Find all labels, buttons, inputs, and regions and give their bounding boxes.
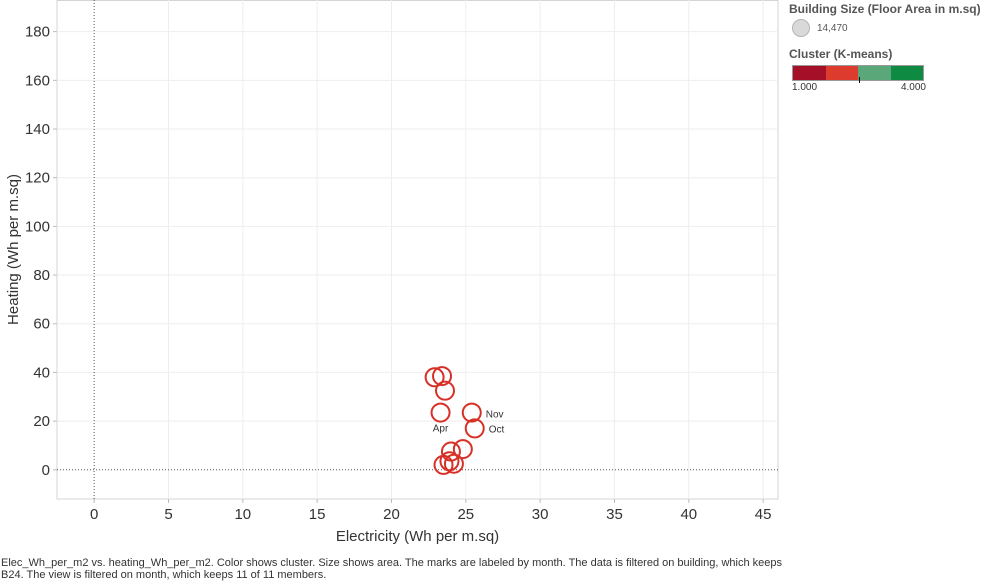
color-legend-title: Cluster (K-means)	[789, 47, 893, 61]
x-tick-label: 20	[383, 506, 400, 523]
x-tick-label: 40	[680, 506, 697, 523]
x-tick-label: 35	[606, 506, 623, 523]
plot-area	[56, 0, 779, 500]
x-tick-label: 5	[164, 506, 172, 523]
data-point[interactable]	[433, 454, 454, 475]
y-tick-label: 80	[33, 267, 50, 284]
x-tick-label: 15	[309, 506, 326, 523]
data-point[interactable]	[424, 367, 445, 388]
color-legend: Cluster (K-means) 1.000 4.000	[789, 47, 926, 93]
color-ramp-segment	[890, 66, 923, 80]
data-point[interactable]	[464, 418, 485, 439]
x-tick-label: 0	[90, 506, 98, 523]
y-tick-label: 160	[25, 72, 50, 89]
x-tick-label: 30	[532, 506, 549, 523]
x-axis-title: Electricity (Wh per m.sq)	[336, 528, 499, 545]
color-ramp-segment	[793, 66, 826, 80]
color-ramp-min-label: 1.000	[792, 82, 818, 93]
data-point[interactable]	[443, 453, 464, 474]
data-point[interactable]	[435, 380, 456, 401]
x-tick-label: 10	[234, 506, 251, 523]
size-legend-value: 14,470	[817, 22, 848, 34]
size-legend: Building Size (Floor Area in m.sq) 14,47…	[789, 2, 981, 37]
color-ramp[interactable]	[792, 65, 924, 83]
data-point[interactable]	[432, 366, 453, 387]
color-ramp-segment	[858, 66, 891, 80]
y-tick-label: 60	[33, 316, 50, 333]
y-tick-label: 0	[42, 462, 50, 479]
y-tick-label: 120	[25, 170, 50, 187]
y-tick-label: 40	[33, 364, 50, 381]
data-point[interactable]	[430, 402, 451, 423]
x-tick-label: 25	[457, 506, 474, 523]
size-legend-title: Building Size (Floor Area in m.sq)	[789, 2, 981, 16]
data-point[interactable]	[439, 451, 460, 472]
size-legend-circle	[792, 19, 810, 37]
y-axis-title: Heating (Wh per m.sq)	[5, 174, 22, 325]
color-ramp-segment	[825, 66, 858, 80]
color-ramp-max-label: 4.000	[900, 82, 926, 93]
chart-caption: Elec_Wh_per_m2 vs. heating_Wh_per_m2. Co…	[1, 557, 782, 581]
point-label: Oct	[489, 424, 505, 435]
data-point[interactable]	[452, 439, 473, 460]
y-tick-label: 20	[33, 413, 50, 430]
point-label: Nov	[486, 410, 504, 421]
point-label: Apr	[433, 424, 449, 435]
data-point[interactable]	[461, 402, 482, 423]
y-tick-label: 100	[25, 218, 50, 235]
x-tick-label: 45	[755, 506, 772, 523]
y-tick-label: 140	[25, 121, 50, 138]
y-tick-label: 180	[25, 24, 50, 41]
color-ramp-marker	[859, 77, 860, 83]
